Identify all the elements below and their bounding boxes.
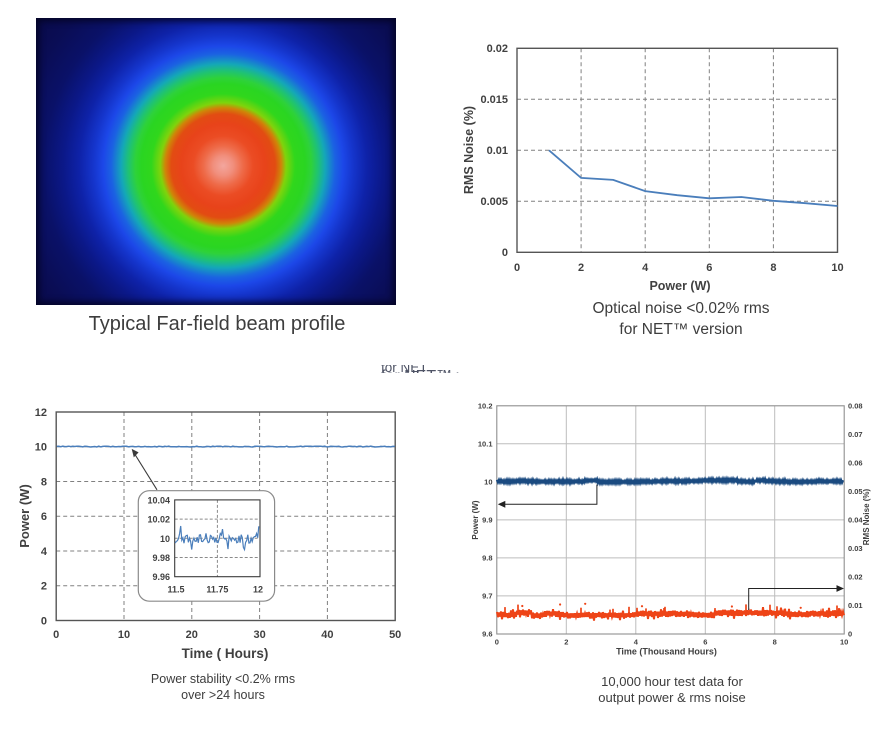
svg-text:10.04: 10.04 <box>147 495 170 505</box>
svg-text:6: 6 <box>706 262 712 274</box>
svg-text:0.05: 0.05 <box>848 487 863 496</box>
svg-text:0: 0 <box>41 615 47 627</box>
svg-text:0.03: 0.03 <box>848 544 863 553</box>
svg-text:Power (W): Power (W) <box>471 500 480 539</box>
svg-text:10: 10 <box>831 262 843 274</box>
svg-text:11.5: 11.5 <box>167 585 184 595</box>
svg-text:8: 8 <box>770 262 776 274</box>
svg-text:9.9: 9.9 <box>482 516 492 525</box>
svg-text:8: 8 <box>41 476 47 488</box>
svg-text:0: 0 <box>502 247 508 259</box>
svg-text:4: 4 <box>41 546 48 558</box>
svg-text:9.6: 9.6 <box>482 630 492 639</box>
svg-text:0.005: 0.005 <box>480 196 508 208</box>
svg-text:2: 2 <box>578 262 584 274</box>
svg-text:9.98: 9.98 <box>152 553 170 563</box>
svg-text:0: 0 <box>495 638 499 647</box>
svg-text:50: 50 <box>389 629 401 641</box>
svg-text:0: 0 <box>848 630 852 639</box>
svg-text:11.75: 11.75 <box>206 585 228 595</box>
svg-text:12: 12 <box>253 585 263 595</box>
svg-text:8: 8 <box>773 638 777 647</box>
svg-text:9.7: 9.7 <box>482 592 492 601</box>
svg-text:6: 6 <box>703 638 707 647</box>
svg-text:0: 0 <box>514 262 520 274</box>
svg-text:10: 10 <box>35 442 47 454</box>
svg-text:9.8: 9.8 <box>482 554 492 563</box>
svg-text:10.2: 10.2 <box>478 401 493 410</box>
svg-text:12: 12 <box>35 407 47 419</box>
svg-text:Time (Thousand Hours): Time (Thousand Hours) <box>616 647 717 657</box>
svg-text:RMS Noise (%): RMS Noise (%) <box>462 106 476 194</box>
svg-text:4: 4 <box>642 262 649 274</box>
svg-text:Power (W): Power (W) <box>17 484 32 548</box>
svg-text:30: 30 <box>253 629 265 641</box>
svg-text:40: 40 <box>321 629 333 641</box>
svg-text:Time ( Hours): Time ( Hours) <box>182 646 269 661</box>
svg-text:10: 10 <box>160 534 170 544</box>
svg-text:0.08: 0.08 <box>848 401 863 410</box>
svg-text:0: 0 <box>53 629 59 641</box>
svg-text:0.06: 0.06 <box>848 458 863 467</box>
svg-text:0.02: 0.02 <box>487 43 508 55</box>
svg-text:0.01: 0.01 <box>487 145 508 157</box>
svg-text:10: 10 <box>840 638 848 647</box>
svg-text:4: 4 <box>634 638 639 647</box>
svg-text:0.02: 0.02 <box>848 573 863 582</box>
svg-text:Power (W): Power (W) <box>649 279 710 293</box>
svg-text:20: 20 <box>186 629 198 641</box>
svg-text:10.1: 10.1 <box>478 439 493 448</box>
svg-text:0.07: 0.07 <box>848 430 863 439</box>
svg-text:2: 2 <box>564 638 568 647</box>
svg-text:6: 6 <box>41 511 47 523</box>
svg-text:9.96: 9.96 <box>152 572 170 582</box>
svg-text:10: 10 <box>118 629 130 641</box>
svg-text:0.01: 0.01 <box>848 601 863 610</box>
svg-text:0.015: 0.015 <box>480 94 508 106</box>
svg-text:0.04: 0.04 <box>848 516 863 525</box>
svg-text:10.02: 10.02 <box>147 515 170 525</box>
svg-text:RMS Noise (%): RMS Noise (%) <box>862 488 871 545</box>
svg-text:10: 10 <box>484 477 492 486</box>
svg-text:2: 2 <box>41 581 47 593</box>
